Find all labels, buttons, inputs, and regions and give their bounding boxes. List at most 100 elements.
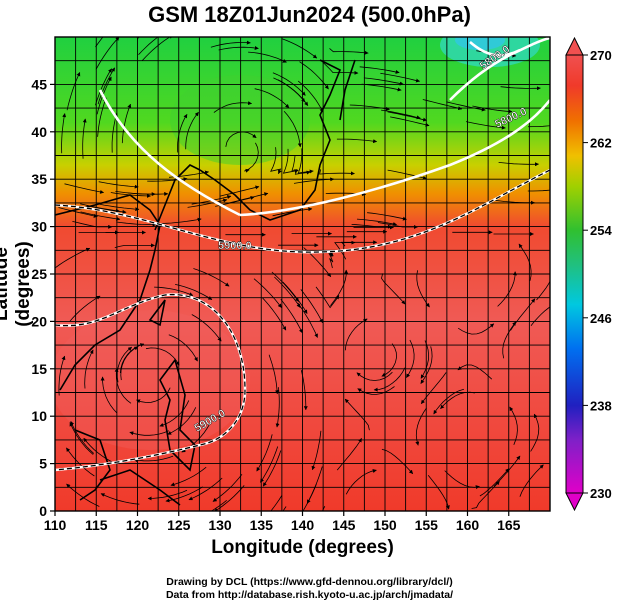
y-tick-label: 35 [31, 171, 47, 187]
streamline [271, 271, 300, 302]
streamline [64, 183, 104, 194]
streamline [248, 51, 287, 63]
credit-drawing: Drawing by DCL (https://www.gfd-dennou.o… [166, 576, 453, 588]
streamline [95, 37, 120, 70]
streamline [70, 421, 95, 454]
x-axis-label: Longitude (degrees) [211, 537, 394, 558]
cold-core-shading [455, 37, 505, 50]
x-tick-label: 135 [250, 517, 274, 533]
colorbar-label: 270 [590, 48, 612, 63]
streamline [367, 212, 407, 221]
trough-shading [170, 75, 310, 165]
streamline [527, 189, 550, 192]
streamline [282, 281, 308, 314]
streamline [98, 181, 139, 189]
streamline [373, 367, 406, 392]
streamline [356, 218, 397, 226]
streamline [381, 343, 397, 377]
streamline [498, 162, 539, 167]
streamline [177, 113, 188, 153]
streamline [319, 169, 355, 176]
streamline [406, 339, 415, 378]
streamline [210, 499, 227, 511]
streamline [457, 364, 493, 380]
y-tick-label: 20 [31, 313, 47, 329]
streamline [218, 46, 259, 51]
streamline [270, 147, 282, 175]
colorbar-ramp [565, 54, 584, 494]
streamline [363, 77, 404, 86]
map-title: GSM 18Z01Jun2024 (500.0hPa) [148, 2, 471, 27]
streamline [536, 280, 550, 301]
streamline [300, 289, 324, 324]
streamline [283, 110, 302, 148]
streamline [422, 99, 463, 111]
streamline [188, 477, 223, 501]
streamline [97, 67, 116, 105]
streamline [280, 299, 303, 334]
streamline [302, 483, 317, 511]
colorbar: 230 238 246 254 262 270 [565, 36, 612, 512]
streamline [510, 298, 536, 331]
streamline [336, 438, 362, 471]
x-tick-label: 120 [126, 517, 150, 533]
streamline [387, 169, 427, 180]
streamline [359, 66, 400, 74]
streamline [220, 185, 260, 197]
y-tick-label: 25 [31, 266, 47, 282]
streamline [274, 276, 301, 308]
streamline [416, 270, 430, 308]
streamline [334, 240, 356, 260]
streamline [262, 297, 287, 331]
streamline [530, 306, 550, 327]
streamline [66, 483, 100, 507]
streamline [111, 112, 118, 153]
streamline [167, 407, 197, 435]
streamline [497, 271, 517, 307]
streamline [133, 455, 174, 463]
streamline [58, 355, 66, 396]
streamline [95, 37, 104, 48]
colorbar-label: 230 [590, 486, 612, 501]
x-tick-label: 155 [415, 517, 439, 533]
streamline [170, 466, 207, 487]
streamline [100, 493, 140, 505]
colorbar-min-arrow [565, 492, 584, 512]
streamline [260, 446, 279, 483]
streamline [212, 473, 243, 502]
graticule [55, 37, 550, 511]
plot-area: 5900.0 5800.0 5800.0 5900.0 [55, 37, 550, 511]
streamline [80, 211, 121, 221]
streamline [446, 101, 486, 112]
streamline [225, 131, 257, 147]
streamline [97, 97, 107, 137]
streamline [114, 243, 155, 248]
streamline [330, 269, 349, 307]
colorbar-label: 238 [590, 398, 612, 413]
streamline [161, 217, 202, 224]
colorbar-label: 254 [590, 223, 612, 238]
x-tick-label: 165 [497, 517, 521, 533]
x-tick-label: 130 [208, 517, 232, 533]
streamline [297, 302, 318, 338]
streamline [268, 354, 280, 395]
x-tick-label: 125 [167, 517, 191, 533]
streamline [291, 155, 311, 175]
streamline [381, 273, 406, 305]
streamline [329, 48, 369, 55]
streamline [345, 469, 377, 495]
streamline [138, 37, 159, 55]
streamline [315, 286, 340, 309]
streamline [273, 77, 306, 103]
streamline [479, 468, 510, 497]
contour-5600 [469, 41, 521, 57]
y-axis-label: Latitude (degrees) [0, 241, 34, 327]
y-tick-label: 0 [39, 503, 47, 519]
x-tick-label: 115 [85, 517, 108, 533]
streamline [457, 323, 495, 335]
streamline [415, 407, 427, 446]
streamline [272, 72, 306, 96]
streamline [500, 86, 541, 91]
y-axis-ticks: 0 5 10 15 20 25 30 35 40 45 [31, 76, 55, 519]
streamline [509, 406, 518, 445]
